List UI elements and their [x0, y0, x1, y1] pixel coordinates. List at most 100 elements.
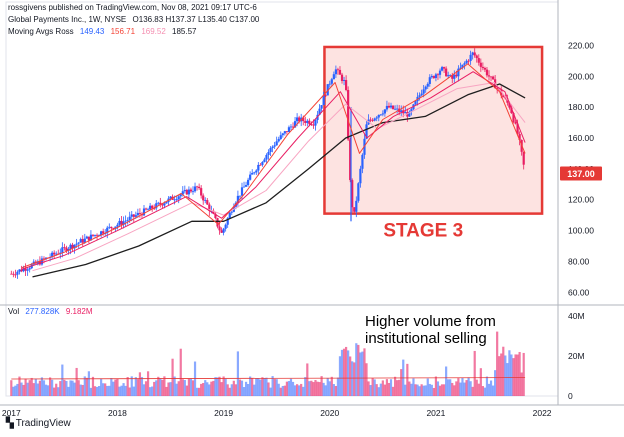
price-tick-label: 60.00	[568, 287, 590, 297]
volume-bar	[330, 376, 333, 396]
volume-bar	[340, 349, 344, 396]
volume-bar	[432, 387, 435, 396]
volume-bar	[102, 383, 105, 396]
volume-bar	[212, 380, 215, 396]
candle-body	[122, 221, 125, 225]
volume-bar	[447, 379, 450, 396]
volume-bar	[479, 368, 482, 396]
volume-bar	[445, 366, 448, 396]
volume-value-2: 9.182M	[65, 307, 93, 316]
volume-bar	[234, 384, 237, 396]
volume-tick-label: 40M	[568, 311, 585, 321]
candle-body	[69, 244, 72, 249]
ohlc-open: O136.83	[132, 15, 164, 24]
volume-bar	[236, 351, 240, 396]
volume-bar	[308, 381, 311, 396]
candle-body	[181, 191, 184, 195]
volume-bar	[273, 378, 276, 396]
volume-bar	[59, 381, 62, 396]
candle-body	[224, 224, 227, 229]
candle-body	[508, 102, 511, 108]
candle-body	[432, 76, 435, 79]
candle-body	[216, 218, 219, 227]
volume-value-1: 277.828K	[25, 307, 60, 316]
volume-bar	[104, 383, 107, 396]
price-tick-label: 180.00	[568, 102, 594, 112]
candle-body	[36, 261, 39, 264]
candle-body	[159, 202, 162, 205]
candle-body	[257, 164, 260, 171]
candle-body	[263, 159, 266, 162]
volume-bar	[112, 381, 115, 396]
volume-bar	[406, 363, 409, 396]
candle-body	[189, 189, 193, 192]
volume-bar	[142, 384, 146, 396]
volume-bar	[373, 379, 376, 396]
candle-body	[271, 146, 274, 149]
volume-bar	[204, 380, 207, 396]
candle-body	[426, 83, 429, 87]
volume-bar	[126, 377, 129, 396]
volume-bar	[287, 381, 291, 396]
candle-body	[102, 231, 105, 234]
volume-bar	[414, 384, 417, 396]
candle-body	[65, 247, 68, 252]
volume-bar	[398, 379, 401, 396]
candle-body	[132, 214, 135, 217]
moving-average-lines	[21, 63, 526, 278]
volume-bar	[428, 383, 431, 396]
publisher-line: rossgivens published on TradingView.com,…	[8, 3, 257, 12]
volume-bar	[171, 358, 174, 396]
candle-body	[442, 67, 446, 69]
volume-bar	[389, 379, 393, 396]
candle-body	[238, 195, 242, 197]
candle-body	[75, 243, 78, 245]
volume-bar	[385, 379, 389, 396]
volume-legend: Vol 277.828K 9.182M	[8, 307, 93, 316]
candle-body	[242, 186, 246, 188]
volume-bar	[518, 351, 521, 396]
candle-body	[83, 238, 86, 243]
candle-body	[138, 212, 142, 214]
candle-body	[249, 174, 252, 180]
volume-bar	[114, 379, 117, 396]
volume-bar	[371, 378, 374, 396]
candle-body	[314, 119, 317, 126]
volume-bar	[387, 382, 391, 396]
candle-body	[391, 105, 395, 110]
candle-body	[63, 247, 66, 249]
volume-bar	[53, 387, 56, 396]
volume-bar	[322, 382, 325, 396]
candle-body	[87, 236, 90, 241]
candle-body	[400, 110, 403, 113]
candle-body	[100, 231, 103, 236]
candle-body	[365, 124, 368, 139]
candle-body	[26, 269, 29, 271]
volume-bar	[440, 384, 444, 396]
volume-bar	[298, 385, 301, 396]
candle-body	[283, 131, 286, 134]
volume-bar	[473, 350, 476, 396]
candle-body	[287, 127, 291, 133]
candle-body	[206, 200, 209, 205]
volume-bar	[124, 385, 127, 396]
volume-bar	[494, 370, 497, 396]
candle-body	[124, 220, 127, 222]
candle-body	[479, 62, 482, 67]
candle-body	[51, 252, 54, 258]
candle-body	[183, 189, 186, 192]
volume-bar	[520, 372, 523, 396]
volume-bar	[130, 376, 133, 396]
volume-bar	[304, 377, 307, 396]
candle-body	[316, 114, 319, 120]
candle-body	[473, 52, 476, 56]
volume-bar	[230, 384, 233, 396]
volume-bar	[359, 352, 362, 396]
candle-body	[371, 120, 374, 121]
volume-bar	[306, 363, 309, 396]
volume-bar	[173, 376, 176, 396]
candle-body	[379, 114, 382, 116]
volume-bar	[316, 381, 319, 396]
volume-bar	[159, 378, 162, 396]
volume-bar	[12, 386, 15, 396]
